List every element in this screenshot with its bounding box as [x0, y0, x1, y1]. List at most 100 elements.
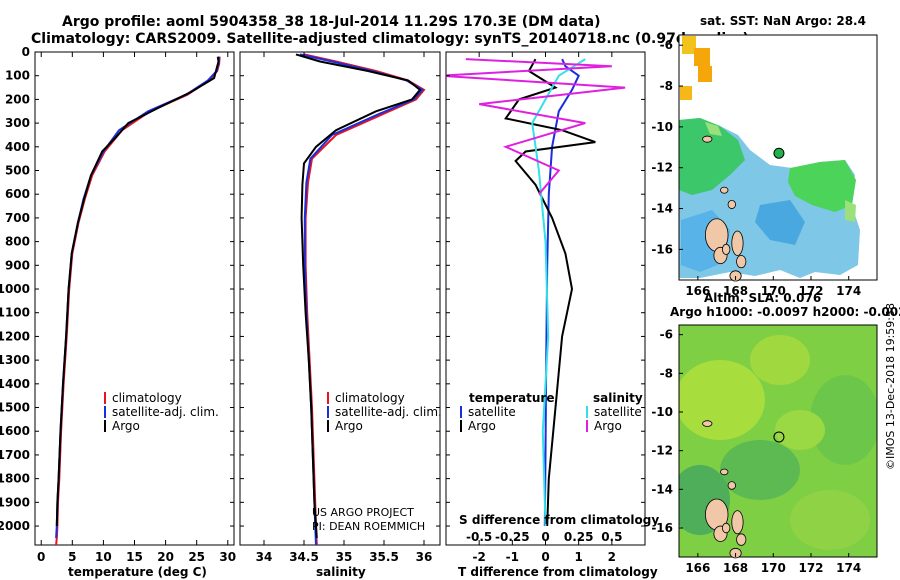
map-x-tick-label: 168: [723, 284, 748, 298]
map-y-tick-label: -10: [651, 405, 673, 419]
sst-cell: [682, 36, 696, 54]
argo-position-marker: [773, 431, 785, 443]
sla-map-title: Altim. SLA: 0.076: [704, 291, 821, 305]
island-shape: [721, 522, 731, 534]
series-climatology: [303, 53, 426, 545]
depth-tick-label: 1200: [0, 329, 30, 343]
depth-tick-label: 1900: [0, 495, 30, 509]
s-tick-label: 0.25: [564, 530, 594, 544]
x-tick-label: 2: [608, 550, 616, 564]
x-tick-label: 10: [95, 550, 112, 564]
map-y-tick-label: -12: [651, 444, 673, 458]
legend-label-s-argo: Argo: [594, 419, 622, 433]
depth-tick-label: 1700: [0, 448, 30, 462]
depth-tick-label: 1600: [0, 424, 30, 438]
depth-tick-label: 400: [5, 140, 30, 154]
map-y-tick-label: -16: [651, 521, 673, 535]
series-argo: [295, 53, 422, 538]
x-tick-label: 34.5: [289, 550, 319, 564]
salinity-panel: [239, 51, 441, 546]
sst-cell: [845, 200, 856, 222]
legend-title-salinity: salinity: [593, 391, 643, 405]
depth-tick-label: 1100: [0, 306, 30, 320]
depth-tick-label: 2000: [0, 519, 30, 533]
island-shape: [731, 230, 744, 256]
x-tick-label: 30: [219, 550, 236, 564]
x-tick-label: 36: [416, 550, 433, 564]
series-climatology: [55, 56, 221, 545]
credit-line-2: PI: DEAN ROEMMICH: [312, 520, 425, 533]
depth-tick-label: 900: [5, 258, 30, 272]
depth-tick-label: 1800: [0, 472, 30, 486]
s-tick-label: -0.25: [495, 530, 530, 544]
x-tick-label: 25: [188, 550, 205, 564]
map-y-tick-label: -12: [651, 161, 673, 175]
x-tick-label: 1: [574, 550, 582, 564]
island-shape: [727, 199, 736, 209]
map-y-tick-label: -16: [651, 242, 673, 256]
series-satellite-adj-clim-: [55, 56, 221, 538]
sla-cell: [679, 360, 765, 440]
sla-map-field: [679, 325, 877, 557]
sla-map-islands: [702, 420, 747, 559]
depth-tick-label: 0: [22, 45, 30, 59]
depth-tick-label: 100: [5, 69, 30, 83]
sst-cell: [705, 122, 722, 136]
depth-tick-label: 1500: [0, 401, 30, 415]
map-y-tick-label: -6: [660, 38, 673, 52]
timestamp-stamp: ©IMOS 13-Dec-2018 19:59:58: [884, 303, 897, 470]
map-x-tick-label: 170: [761, 561, 786, 575]
legend-label-climatology: climatology: [335, 391, 405, 405]
sst-cell: [698, 66, 712, 82]
sst-map-axes: 166 168 170 172 174 -6 -8 -10 -12 -14 -16: [651, 38, 861, 298]
temperature-xlabel: temperature (deg C): [68, 565, 207, 579]
series-argo: [55, 56, 220, 527]
sst-map-title: sat. SST: NaN Argo: 28.4: [700, 14, 866, 28]
island-shape: [702, 135, 713, 143]
x-tick-label: -2: [472, 550, 485, 564]
map-x-tick-label: 168: [723, 561, 748, 575]
temperature-panel: [34, 51, 235, 546]
s-tick-label: 0: [541, 530, 549, 544]
sla-cell: [750, 335, 810, 385]
sst-cell: [755, 200, 805, 245]
credit-line-1: US ARGO PROJECT: [312, 506, 414, 519]
sla-cell: [720, 440, 800, 500]
depth-tick-label: 1400: [0, 377, 30, 391]
x-tick-label: 0: [541, 550, 549, 564]
series-t-argo: [504, 58, 596, 527]
difference-xlabel-top: S difference from climatology: [459, 513, 659, 527]
difference-xlabel: T difference from climatology: [458, 565, 658, 579]
island-shape: [721, 243, 731, 255]
x-tick-label: 34: [256, 550, 273, 564]
x-tick-label: 35: [336, 550, 353, 564]
map-y-tick-label: -14: [651, 202, 673, 216]
title-line-2: Climatology: CARS2009. Satellite-adjuste…: [31, 31, 749, 47]
island-shape: [702, 420, 713, 427]
island-shape: [731, 510, 744, 535]
x-tick-label: 15: [126, 550, 143, 564]
series-satellite-adj-clim-: [299, 53, 424, 545]
map-x-tick-label: 174: [836, 561, 861, 575]
x-tick-label: 5: [68, 550, 76, 564]
legend-label-t-satellite: satellite: [468, 405, 516, 419]
x-tick-label: 20: [157, 550, 174, 564]
s-tick-label: 0.5: [601, 530, 622, 544]
map-x-tick-label: 174: [836, 284, 861, 298]
sla-map-subtitle: Argo h1000: -0.0097 h2000: -0.0024: [670, 305, 900, 319]
legend-label-t-argo: Argo: [468, 419, 496, 433]
island-shape: [736, 255, 747, 269]
map-x-tick-label: 172: [798, 284, 823, 298]
argo-position-marker: [773, 147, 785, 159]
axis-ticks: 0 5 10 15 20 25 30 34 34.5 35 35.5 36 -2 -1 0 1 2 -0.5 -0.…: [35, 51, 645, 564]
legend-label-s-satellite: satellite: [594, 405, 642, 419]
s-tick-label: -0.5: [466, 530, 492, 544]
map-x-tick-label: 172: [798, 561, 823, 575]
depth-tick-label: 1000: [0, 282, 30, 296]
sst-map-frame: [678, 34, 878, 281]
depth-tick-label: 600: [5, 187, 30, 201]
sla-map-axes: 166 168 170 172 174 -6 -8 -10 -12 -14 -16: [651, 328, 861, 575]
sst-cell: [694, 48, 710, 66]
x-tick-label: 0: [37, 550, 45, 564]
